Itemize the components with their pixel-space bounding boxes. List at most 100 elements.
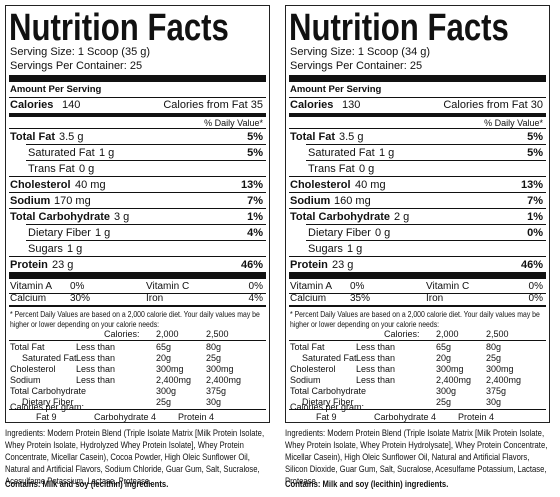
nutrient-name: Trans Fat: [308, 163, 355, 175]
nutrient-dv: 5%: [247, 147, 263, 159]
nutrient-name: Total Fat: [290, 131, 336, 143]
rule: [289, 192, 546, 193]
title: Nutrition Facts: [9, 7, 229, 49]
nutrient-dv: 13%: [520, 179, 543, 191]
nutrient-name: Sugars: [308, 243, 343, 255]
dv-table-cell: 375g: [206, 386, 227, 396]
nutrient-name: Protein: [290, 259, 328, 271]
rule: [289, 113, 546, 117]
dv-table-cell: 20g: [156, 353, 172, 363]
rule: [9, 128, 266, 129]
dv-table-cell: 300g: [436, 386, 457, 396]
dv-table-cell: 30g: [486, 397, 502, 407]
rule: [9, 113, 266, 117]
dv-table-name: Total Carbohydrate: [10, 386, 87, 396]
calories-per-gram-value: Carbohydrate 4: [374, 412, 437, 422]
nutrient-dv: 5%: [527, 147, 543, 159]
rule: [9, 409, 266, 410]
nutrient-amount: 0 g: [375, 227, 391, 239]
vitamin-dv: 0%: [248, 281, 263, 292]
rule: [9, 97, 266, 98]
dv-table-name: Total Fat: [10, 342, 45, 352]
dv-table-cell: 25g: [156, 397, 172, 407]
calories-from-fat: Calories from Fat 35: [163, 99, 263, 111]
nutrient-amount: 23 g: [332, 259, 354, 271]
dv-table-cell: 25g: [436, 397, 452, 407]
vitamin-dv: 0%: [528, 281, 543, 292]
dv-table-col: 2,500: [486, 329, 509, 339]
rule: [306, 160, 546, 161]
rule: [306, 240, 546, 241]
dv-table-name: Dietary Fiber: [22, 397, 74, 407]
rule: [289, 75, 546, 82]
nutrient-name: Total Fat: [10, 131, 56, 143]
calories-value: 130: [342, 99, 361, 111]
rule: [289, 208, 546, 209]
nutrient-amount: 1 g: [95, 227, 111, 239]
nutrient-amount: 170 mg: [54, 195, 91, 207]
calories-per-gram-value: Fat 9: [316, 412, 337, 422]
rule: [9, 340, 266, 341]
contains: Contains: Milk and soy (lecithin) ingred…: [5, 479, 169, 490]
nutrient-amount: 1 g: [67, 243, 83, 255]
contains: Contains: Milk and soy (lecithin) ingred…: [285, 479, 449, 490]
nutrient-dv: 5%: [247, 131, 263, 143]
serving-size: Serving Size: 1 Scoop (35 g): [10, 46, 151, 58]
dv-table-cell: 80g: [206, 342, 222, 352]
rule: [26, 240, 266, 241]
rule: [9, 75, 266, 82]
calories-per-gram-value: Protein 4: [458, 412, 495, 422]
nutrient-dv: 46%: [520, 259, 543, 271]
dv-table-col: 2,500: [206, 329, 229, 339]
dv-table-name: Saturated Fat: [302, 353, 357, 363]
rule: [289, 97, 546, 98]
nutrient-amount: 40 mg: [75, 179, 106, 191]
dv-table-cell: 25g: [206, 353, 222, 363]
calories-per-gram-value: Fat 9: [36, 412, 57, 422]
nutrient-dv: 1%: [527, 211, 543, 223]
nutrient-dv: 4%: [247, 227, 263, 239]
vitamin-name: Vitamin C: [426, 281, 470, 292]
nutrient-amount: 40 mg: [355, 179, 386, 191]
vitamin-dv: 0%: [350, 281, 365, 292]
vitamin-name: Vitamin C: [146, 281, 190, 292]
dv-table-cell: 65g: [436, 342, 452, 352]
rule: [26, 160, 266, 161]
dv-table-cell: Less than: [76, 342, 116, 352]
servings: Servings Per Container: 25: [10, 60, 143, 72]
calories-label: Calories: [10, 99, 54, 111]
vitamin-name: Calcium: [290, 293, 327, 304]
calories-per-gram-value: Protein 4: [178, 412, 215, 422]
nutrient-name: Sodium: [290, 195, 331, 207]
nutrient-dv: 0%: [527, 227, 543, 239]
nutrient-dv: 13%: [240, 179, 263, 191]
nutrient-name: Cholesterol: [290, 179, 351, 191]
nutrient-amount: 1 g: [99, 147, 115, 159]
serving-size: Serving Size: 1 Scoop (34 g): [290, 46, 431, 58]
rule: [9, 293, 266, 294]
dv-table-cell: 2,400mg: [486, 375, 522, 385]
nutrient-amount: 23 g: [52, 259, 74, 271]
rule: [289, 340, 546, 341]
dv-table-name: Cholesterol: [290, 364, 336, 374]
vitamin-dv: 0%: [70, 281, 85, 292]
nutrient-name: Sodium: [10, 195, 51, 207]
vitamin-dv: 4%: [248, 293, 263, 304]
nutrient-name: Dietary Fiber: [308, 227, 371, 239]
nutrient-amount: 0 g: [79, 163, 95, 175]
dv-table-header: Calories:: [384, 329, 420, 339]
rule: [289, 176, 546, 177]
dv-table-cell: Less than: [76, 364, 116, 374]
dv-table-cell: 25g: [486, 353, 502, 363]
nutrient-amount: 160 mg: [334, 195, 371, 207]
nutrient-dv: 1%: [247, 211, 263, 223]
nutrient-dv: 7%: [527, 195, 543, 207]
ingredients: Ingredients: Modern Protein Blend (Tripl…: [5, 428, 265, 487]
ingredients: Ingredients: Modern Protein Blend (Tripl…: [285, 428, 548, 487]
vitamin-dv: 0%: [528, 293, 543, 304]
rule: [289, 256, 546, 257]
dv-table-cell: 300mg: [436, 364, 464, 374]
rule: [289, 128, 546, 129]
nutrient-name: Sugars: [28, 243, 63, 255]
nutrition-label: Nutrition Facts Serving Size: 1 Scoop (35…: [5, 5, 270, 423]
